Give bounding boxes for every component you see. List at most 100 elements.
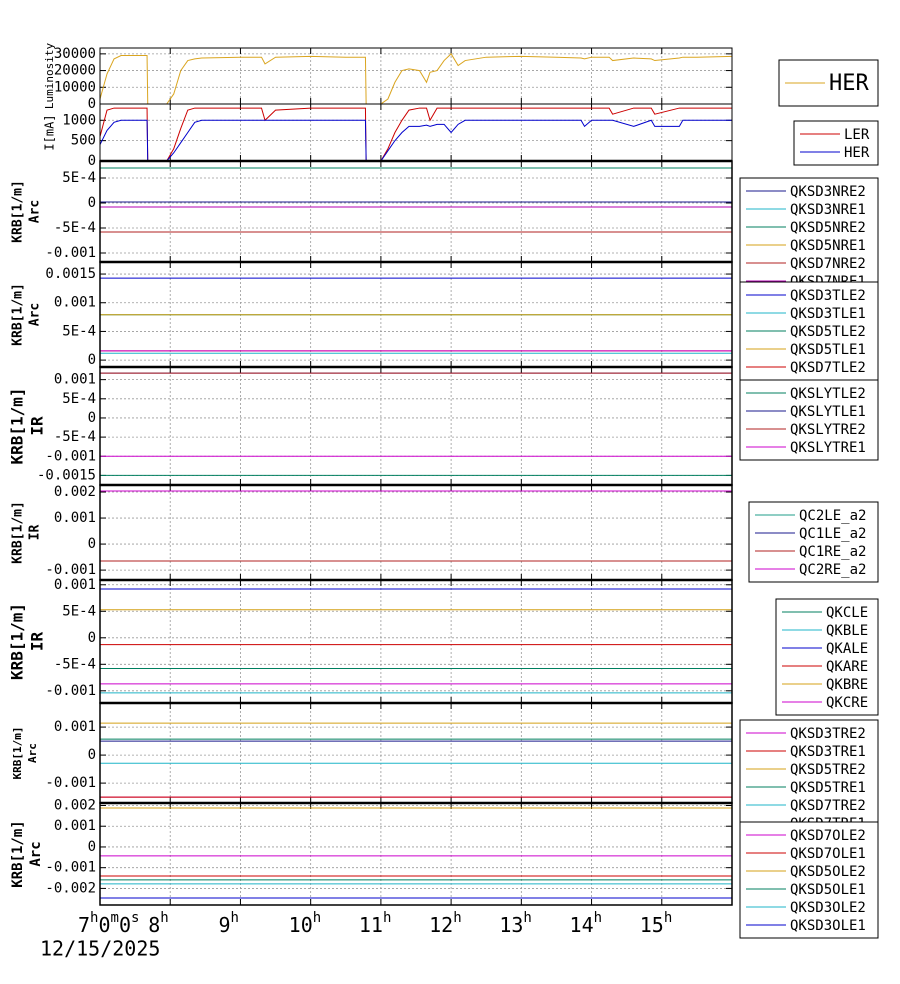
y-tick-label: -0.001 [45, 562, 96, 578]
x-tick-label-part: h [664, 910, 672, 926]
y-tick-label: 0 [88, 195, 96, 211]
legend-label: QKSD5TLE2 [790, 324, 866, 340]
legend-label: QKCRE [826, 695, 868, 711]
y-tick-label: 0.002 [54, 484, 96, 500]
legend-label: QKSLYTLE2 [790, 386, 866, 402]
legend-label: HER [844, 145, 870, 161]
plot-area [100, 803, 732, 905]
series-line [99, 107, 732, 162]
y-tick-label: 5E-4 [62, 603, 96, 619]
legend-label: QKSD5NRE2 [790, 220, 866, 236]
x-tick-label-part: 11 [359, 913, 383, 937]
y-axis-label: IR [28, 416, 47, 436]
plot-area [100, 161, 732, 262]
y-tick-label: -5E-4 [54, 429, 96, 445]
x-tick-label-part: 7 [78, 913, 90, 937]
legend-label: QKALE [826, 641, 868, 657]
x-tick-label: 8h [148, 910, 168, 937]
legend-label: QKSD3TLE2 [790, 288, 866, 304]
y-axis-label: Arc [28, 841, 44, 866]
plot-area [100, 48, 732, 104]
legend-label: QKSLYTLE1 [790, 404, 866, 420]
x-tick-label-part: 8 [148, 913, 160, 937]
legend-box [793, 120, 879, 166]
y-axis-label: Arc [28, 200, 43, 223]
y-axis-label: KRB[1/m] [11, 501, 26, 564]
legend-box [739, 719, 879, 837]
legend-box [739, 821, 879, 939]
y-axis-label: Arc [26, 743, 39, 763]
y-tick-label: 0.001 [54, 372, 96, 388]
y-tick-label: 0.001 [54, 818, 96, 834]
legend-label: QKSD3TRE1 [790, 744, 866, 760]
x-tick-label-part: 12 [429, 913, 453, 937]
x-tick-label-part: h [313, 910, 321, 926]
x-tick-label-part: 10 [289, 913, 313, 937]
legend-label: QKBRE [826, 677, 868, 693]
legend-label: QKSD3OLE2 [790, 900, 866, 916]
y-tick-label: -5E-4 [54, 220, 96, 236]
y-tick-label: 0 [88, 410, 96, 426]
y-tick-label: -5E-4 [54, 656, 96, 672]
plot-area [100, 367, 732, 485]
legend-box [739, 281, 879, 399]
y-axis-label: Luminosity [43, 43, 56, 110]
x-tick-label-part: h [230, 910, 238, 926]
y-tick-label: 500 [71, 133, 96, 149]
series-line [99, 119, 732, 162]
y-tick-label: -0.001 [45, 860, 96, 876]
x-tick-label: 14h [570, 910, 603, 937]
legend-label: QKSD5TRE1 [790, 780, 866, 796]
y-tick-label: 10000 [54, 79, 96, 95]
legend-label: QKSD5OLE1 [790, 882, 866, 898]
x-tick-label-part: m [111, 910, 119, 926]
legend-label: QKARE [826, 659, 868, 675]
y-tick-label: 0 [88, 630, 96, 646]
legend-label: QKCLE [826, 605, 868, 621]
y-tick-label: -0.001 [45, 245, 96, 261]
legend-label: QKSD7OLE1 [790, 846, 866, 862]
y-tick-label: 0.001 [54, 295, 96, 311]
legend-label: QKSD7TLE2 [790, 360, 866, 376]
legend-label: QC1LE_a2 [799, 526, 866, 542]
legend-label: QC1RE_a2 [799, 544, 866, 560]
x-tick-label-part: 15 [640, 913, 664, 937]
x-tick-label-part: h [160, 910, 168, 926]
plot-area [100, 580, 732, 703]
y-axis-label: KRB[1/m] [11, 283, 26, 346]
y-tick-label: 1000 [62, 112, 96, 128]
legend-label: QKSD5NRE1 [790, 238, 866, 254]
y-axis-label: Arc [28, 303, 43, 326]
x-tick-label: 15h [640, 910, 673, 937]
y-tick-label: 20000 [54, 63, 96, 79]
x-tick-label: 10h [289, 910, 322, 937]
x-tick-label-part: 13 [499, 913, 523, 937]
y-tick-label: 0.001 [54, 577, 96, 593]
y-tick-label: 5E-4 [62, 391, 96, 407]
legend-label: QKSD3TLE1 [790, 306, 866, 322]
y-axis-label: KRB[1/m] [10, 820, 26, 887]
x-tick-label: 7h0m0s [78, 910, 139, 937]
x-tick-label-part: 14 [570, 913, 594, 937]
y-tick-label: 0.0015 [45, 266, 96, 282]
legend-label: QKSD5OLE2 [790, 864, 866, 880]
y-tick-label: -0.002 [45, 880, 96, 896]
y-tick-label: 5E-4 [62, 170, 96, 186]
legend-label: QKSD7NRE2 [790, 256, 866, 272]
y-tick-label: -0.001 [45, 683, 96, 699]
y-tick-label: 30000 [54, 46, 96, 62]
y-tick-label: -0.001 [45, 448, 96, 464]
legend-label: QKSLYTRE1 [790, 440, 866, 456]
y-tick-label: 0.001 [54, 510, 96, 526]
y-tick-label: 0 [88, 153, 96, 169]
y-axis-label: IR [28, 632, 47, 652]
legend-label: QKSD5TRE2 [790, 762, 866, 778]
x-tick-label-part: 0 [98, 913, 110, 937]
legend-box [775, 598, 879, 716]
y-tick-label: 5E-4 [62, 323, 96, 339]
legend-label: QKSD3NRE1 [790, 202, 866, 218]
legend-label: LER [844, 127, 870, 143]
x-tick-label: 12h [429, 910, 462, 937]
x-tick-label-part: h [523, 910, 531, 926]
